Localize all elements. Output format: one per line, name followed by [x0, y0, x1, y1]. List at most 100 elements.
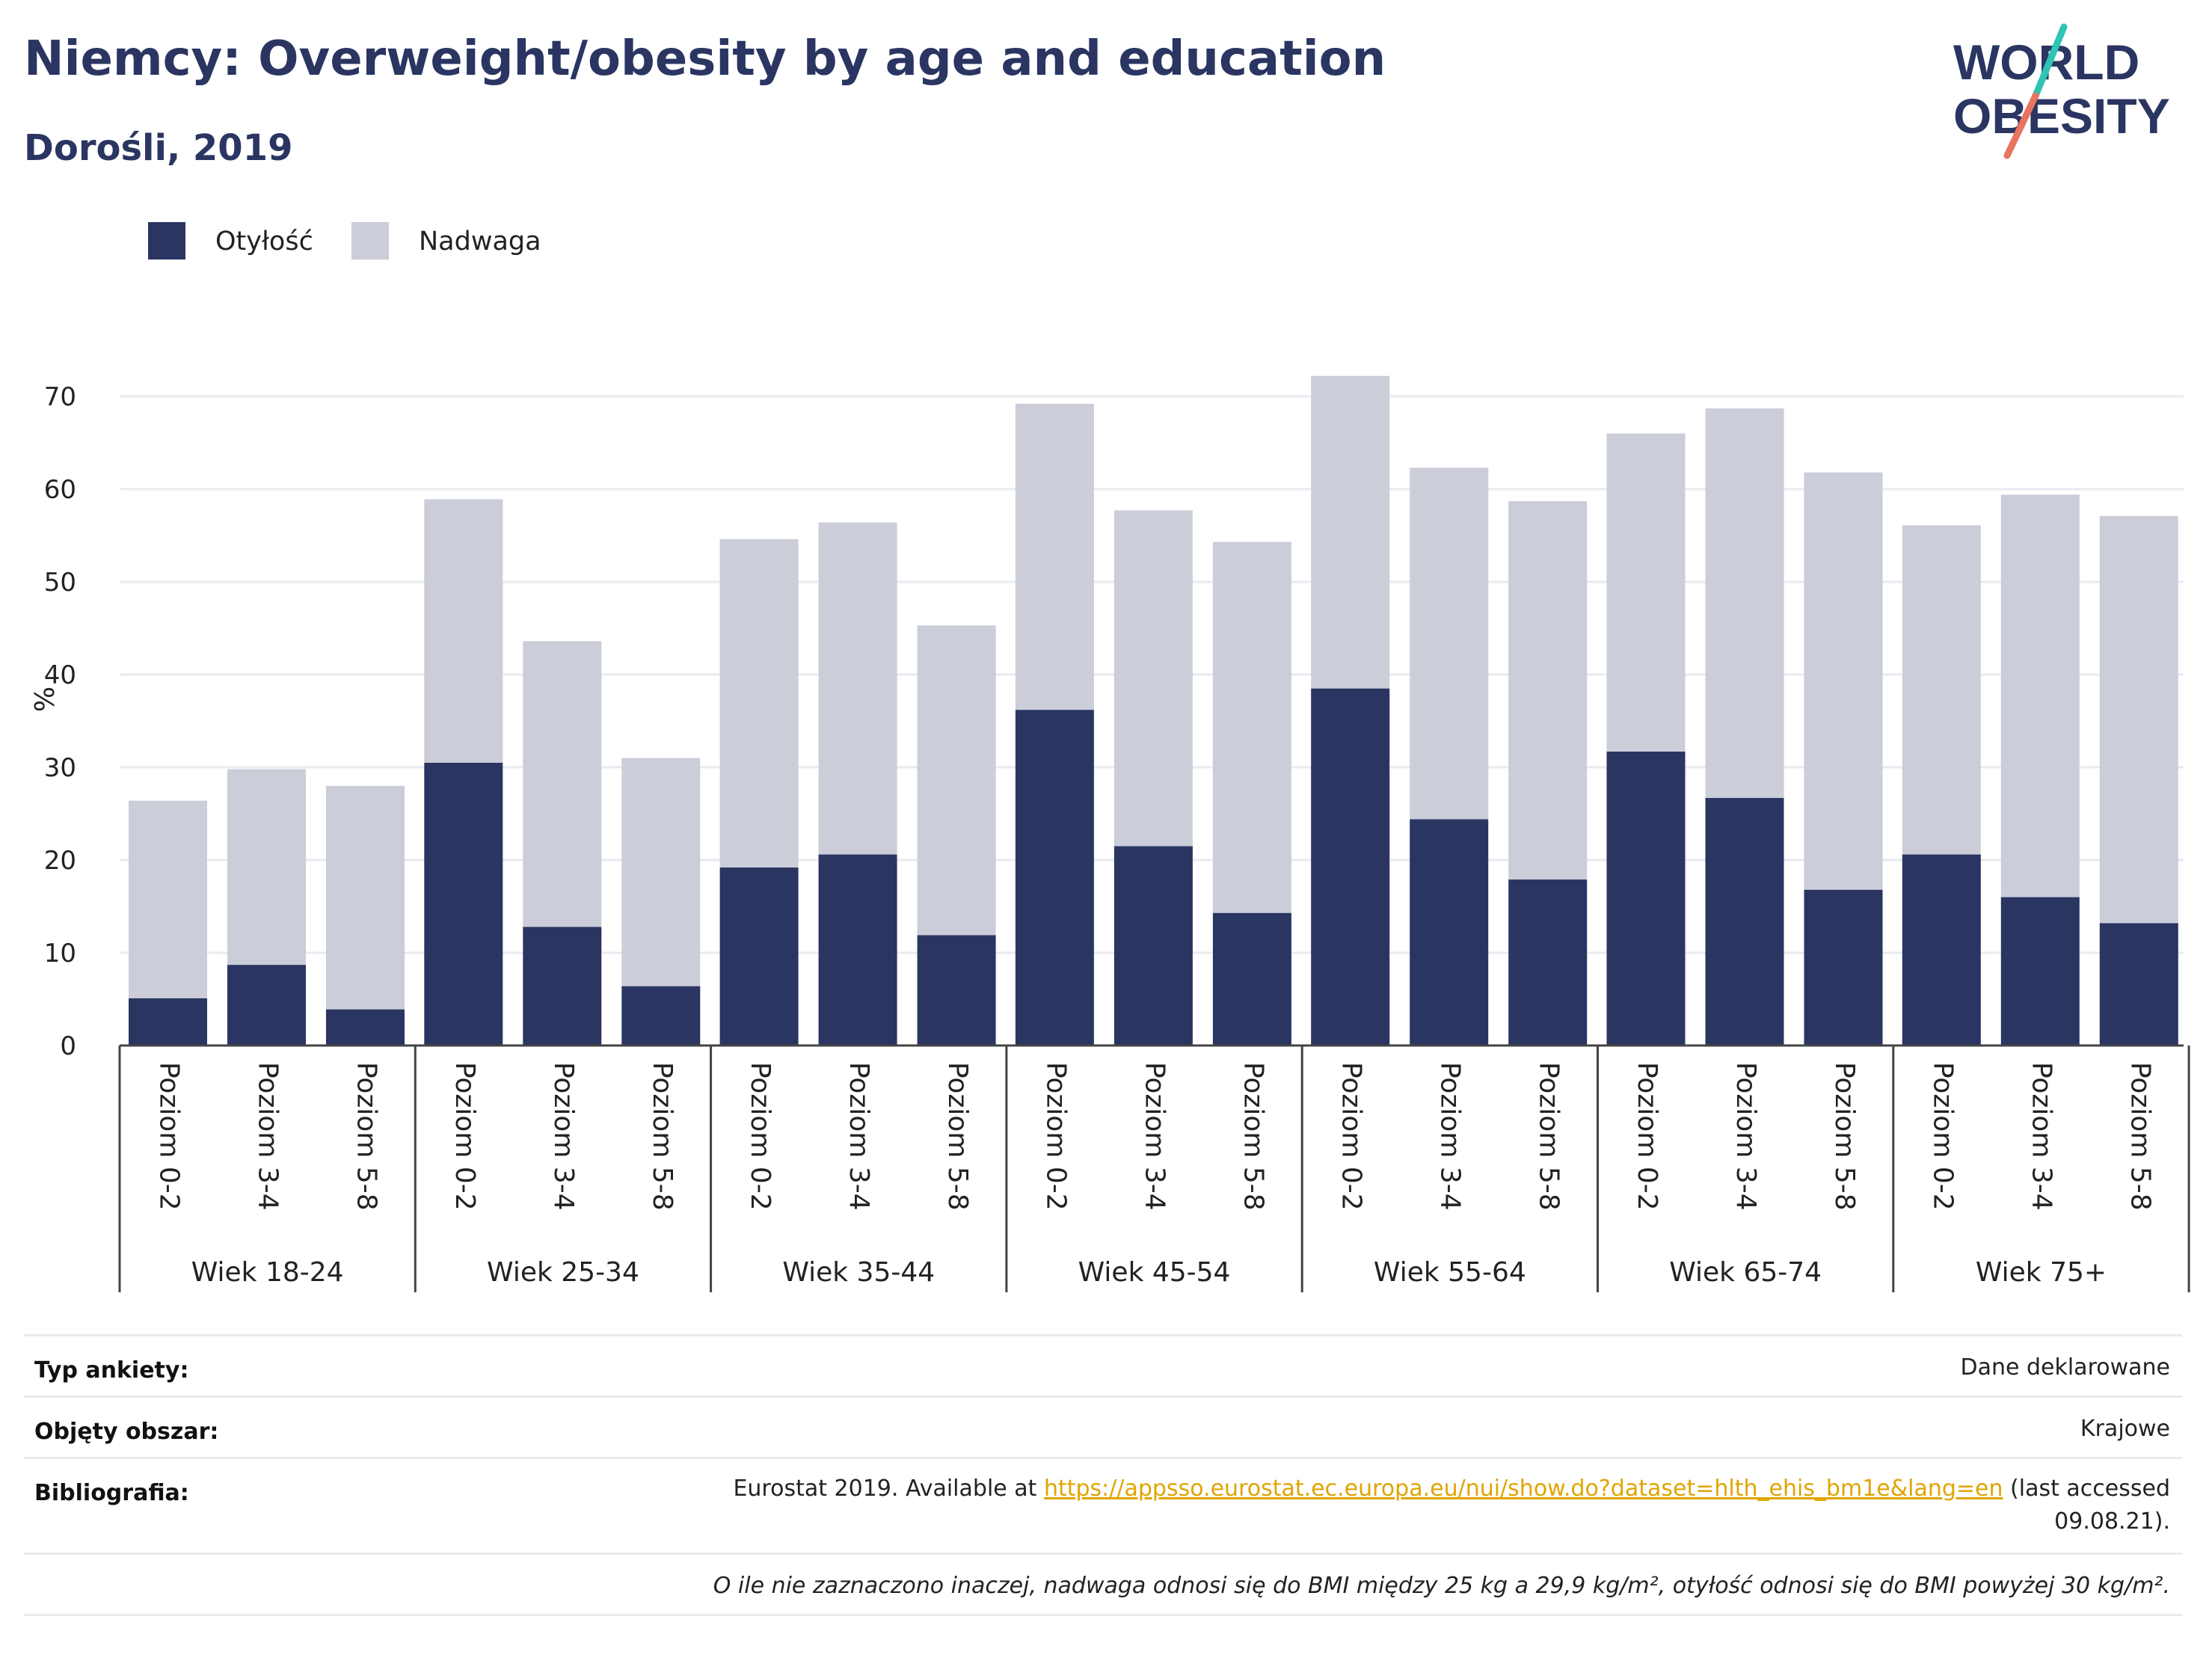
bar-overweight — [1508, 501, 1588, 880]
bar-obesity — [719, 867, 799, 1045]
bar-overweight — [2099, 515, 2178, 924]
bar-overweight — [818, 522, 897, 855]
bar-obesity — [1311, 688, 1390, 1045]
bar-overweight — [2000, 494, 2080, 897]
bar-overweight — [129, 800, 207, 998]
x-tick-label: Poziom 0-2 — [1632, 1062, 1662, 1211]
bar-obesity — [1606, 751, 1686, 1045]
info-row-note: O ile nie zaznaczono inaczej, nadwaga od… — [24, 1553, 2182, 1616]
x-tick-label: Poziom 5-8 — [942, 1062, 973, 1211]
y-tick-label: 10 — [44, 939, 76, 968]
info-row-survey-type: Typ ankiety: Dane deklarowane — [24, 1334, 2182, 1398]
bibliography-line-2: 09.08.21). — [2054, 1508, 2170, 1535]
group-label: Wiek 35-44 — [782, 1257, 935, 1288]
bibliography-value: Eurostat 2019. Available at https://apps… — [733, 1473, 2170, 1538]
bar-overweight — [1410, 467, 1489, 820]
bar-obesity — [424, 762, 503, 1045]
x-tick-label: Poziom 3-4 — [2026, 1062, 2056, 1211]
survey-type-label: Typ ankiety: — [34, 1357, 189, 1384]
y-tick-label: 70 — [44, 382, 76, 412]
x-tick-label: Poziom 5-8 — [647, 1062, 678, 1211]
bibliography-label: Bibliografia: — [34, 1480, 189, 1506]
legend-label-obesity: Otyłość — [215, 227, 313, 257]
bar-obesity — [1705, 797, 1784, 1045]
legend-swatch-obesity — [148, 222, 185, 260]
bar-obesity — [2000, 897, 2080, 1045]
bar-obesity — [917, 935, 996, 1045]
x-tick-label: Poziom 5-8 — [1238, 1062, 1268, 1211]
survey-type-value: Dane deklarowane — [1960, 1354, 2170, 1381]
y-tick-label: 50 — [44, 568, 76, 598]
bar-obesity — [523, 927, 602, 1045]
bar-overweight — [523, 641, 602, 927]
bibliography-prefix: Eurostat 2019. Available at — [733, 1476, 1044, 1502]
bar-obesity — [1015, 710, 1094, 1045]
bar-obesity — [1804, 889, 1883, 1045]
bar-overweight — [1902, 525, 1981, 855]
bibliography-suffix: (last accessed — [2003, 1476, 2170, 1502]
x-tick-label: Poziom 0-2 — [1927, 1062, 1958, 1211]
bibliography-line-1: Eurostat 2019. Available at https://apps… — [733, 1473, 2170, 1505]
bar-overweight — [424, 499, 503, 763]
group-label: Wiek 45-54 — [1078, 1257, 1231, 1288]
world-obesity-logo: WORLD OBESITY — [1953, 23, 2170, 159]
legend-label-overweight: Nadwaga — [419, 227, 541, 257]
bar-overweight — [621, 758, 701, 986]
x-tick-label: Poziom 5-8 — [2125, 1062, 2155, 1211]
table-bottom-rule — [24, 1614, 2182, 1616]
y-tick-label: 40 — [44, 660, 76, 690]
bar-overweight — [227, 769, 306, 965]
x-tick-label: Poziom 0-2 — [1040, 1062, 1071, 1211]
y-tick-label: 60 — [44, 475, 76, 505]
bar-obesity — [1113, 846, 1193, 1045]
bar-overweight — [1113, 510, 1193, 847]
bar-obesity — [326, 1009, 405, 1045]
bar-overweight — [719, 538, 799, 868]
info-row-coverage: Objęty obszar: Krajowe — [24, 1395, 2182, 1459]
group-label: Wiek 75+ — [1976, 1257, 2107, 1288]
x-tick-label: Poziom 3-4 — [253, 1062, 283, 1211]
coverage-value: Krajowe — [2080, 1416, 2170, 1442]
x-tick-label: Poziom 0-2 — [745, 1062, 775, 1211]
bibliography-link[interactable]: https://appsso.eurostat.ec.europa.eu/nui… — [1043, 1476, 2003, 1502]
bar-overweight — [917, 625, 996, 936]
y-axis-label: % — [30, 687, 61, 712]
bar-obesity — [227, 965, 306, 1045]
bar-obesity — [1410, 819, 1489, 1045]
bar-obesity — [2099, 923, 2178, 1045]
x-tick-label: Poziom 5-8 — [1829, 1062, 1860, 1211]
page-subtitle: Dorośli, 2019 — [24, 127, 293, 169]
page-title: Niemcy: Overweight/obesity by age and ed… — [24, 31, 1386, 87]
bar-obesity — [818, 854, 897, 1045]
x-tick-label: Poziom 3-4 — [1730, 1062, 1761, 1211]
x-tick-label: Poziom 3-4 — [844, 1062, 874, 1211]
y-tick-label: 30 — [44, 753, 76, 783]
bar-overweight — [1311, 375, 1390, 689]
group-label: Wiek 55-64 — [1374, 1257, 1526, 1288]
logo-line-obesity: OBESITY — [1953, 88, 2170, 144]
bar-obesity — [1902, 854, 1981, 1045]
bar-overweight — [1804, 472, 1883, 890]
coverage-label: Objęty obszar: — [34, 1419, 219, 1445]
x-tick-label: Poziom 3-4 — [1139, 1062, 1170, 1211]
x-tick-label: Poziom 3-4 — [548, 1062, 579, 1211]
bar-obesity — [1508, 879, 1588, 1045]
stacked-bar-chart: 0 10 20 30 40 50 60 70% Poziom 0-2 Poziom 3-4 Pozi… — [30, 375, 2190, 1292]
x-tick-label: Poziom 0-2 — [1336, 1062, 1367, 1211]
x-tick-label: Poziom 3-4 — [1435, 1062, 1466, 1211]
x-tick-label: Poziom 5-8 — [351, 1062, 382, 1211]
x-tick-label: Poziom 5-8 — [1534, 1062, 1564, 1211]
bar-obesity — [129, 998, 207, 1045]
bar-overweight — [1606, 433, 1686, 752]
bar-obesity — [621, 986, 701, 1045]
bar-overweight — [1015, 403, 1094, 710]
group-label: Wiek 65-74 — [1669, 1257, 1822, 1288]
group-label: Wiek 25-34 — [487, 1257, 639, 1288]
y-tick-label: 0 — [60, 1031, 76, 1061]
group-label: Wiek 18-24 — [191, 1257, 344, 1288]
x-tick-label: Poziom 0-2 — [154, 1062, 185, 1211]
legend-swatch-overweight — [351, 222, 389, 260]
bar-overweight — [326, 785, 405, 1010]
y-tick-label: 20 — [44, 846, 76, 876]
bar-obesity — [1212, 912, 1291, 1045]
